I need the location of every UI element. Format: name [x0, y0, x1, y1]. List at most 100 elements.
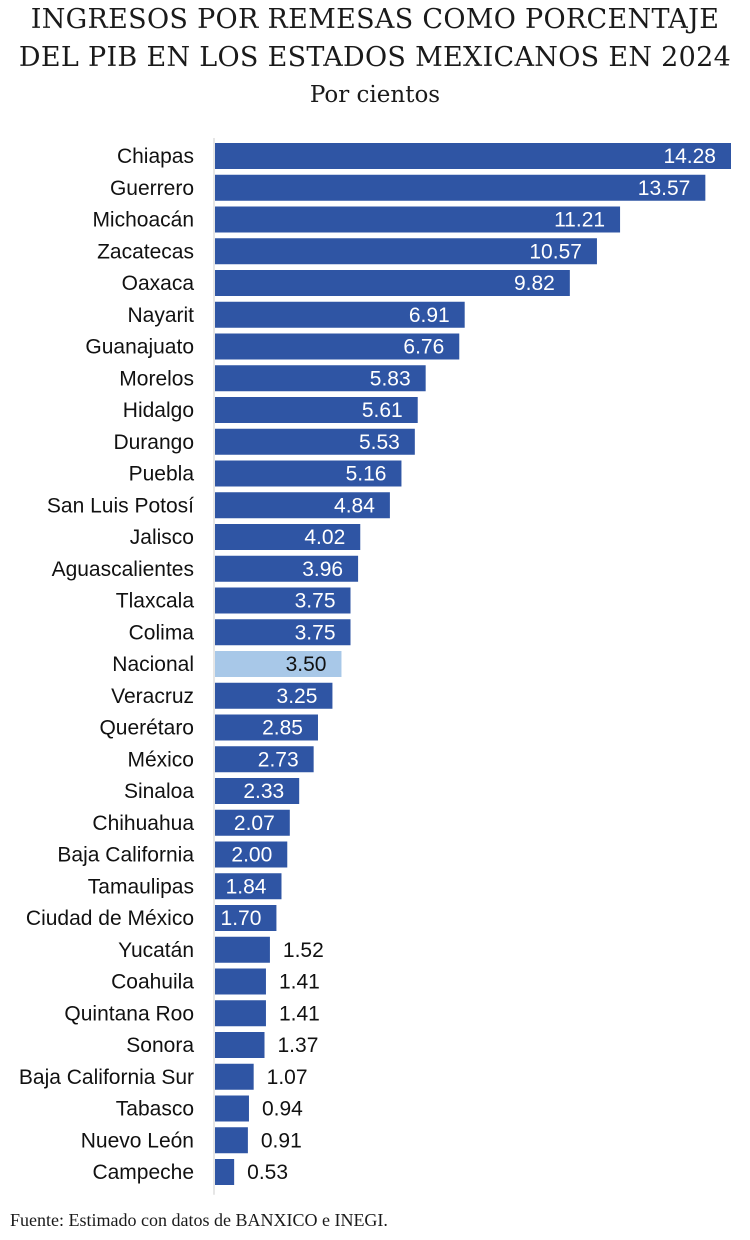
- category-label: Campeche: [92, 1161, 194, 1184]
- bar: [215, 778, 300, 804]
- value-label: 1.37: [278, 1034, 319, 1057]
- category-label: Tlaxcala: [116, 590, 195, 613]
- category-label: Chiapas: [117, 145, 194, 168]
- value-label: 6.76: [403, 336, 444, 359]
- bar: [215, 714, 318, 741]
- category-label: Nacional: [112, 653, 194, 676]
- value-label: 5.61: [362, 399, 403, 422]
- value-label: 10.57: [529, 240, 582, 263]
- value-label: 2.85: [262, 717, 303, 740]
- value-label: 1.70: [221, 907, 262, 930]
- bar: [215, 143, 731, 169]
- bar: [215, 555, 359, 582]
- bar: [215, 1032, 265, 1058]
- category-label: Yucatán: [118, 939, 194, 962]
- value-label: 0.91: [261, 1129, 302, 1152]
- bar: [215, 936, 270, 963]
- bar: [215, 1063, 254, 1090]
- bar: [215, 746, 314, 773]
- category-label: Puebla: [129, 463, 195, 486]
- bar: [215, 301, 465, 328]
- value-label: 11.21: [554, 209, 605, 232]
- category-label: Oaxaca: [122, 272, 195, 295]
- bar-chart: Chiapas 14.28 Guerrero 13.57 Michoacán 11.21 Z…: [19, 138, 731, 1195]
- source-note: Fuente: Estimado con datos de BANXICO e …: [10, 1210, 388, 1230]
- category-label: Durango: [113, 431, 194, 454]
- category-label: Chihuahua: [92, 812, 194, 835]
- value-label: 4.02: [304, 526, 345, 549]
- value-label: 1.41: [279, 1002, 320, 1025]
- bar: [215, 1095, 249, 1122]
- category-label: Sinaloa: [124, 780, 194, 803]
- category-label: Coahuila: [111, 971, 194, 994]
- value-label: 1.41: [279, 971, 320, 994]
- category-label: Zacatecas: [97, 240, 194, 263]
- value-label: 2.07: [234, 812, 275, 835]
- bar: [215, 682, 333, 709]
- category-label: Ciudad de México: [26, 907, 194, 930]
- value-label: 9.82: [514, 272, 555, 295]
- category-label: Hidalgo: [123, 399, 194, 422]
- category-label: Guerrero: [110, 177, 194, 200]
- bar: [215, 365, 426, 392]
- value-label: 5.16: [346, 463, 387, 486]
- bar: [215, 1000, 266, 1027]
- bar: [215, 873, 282, 900]
- value-label: 0.94: [262, 1098, 303, 1121]
- bar: [215, 206, 621, 233]
- bar: [215, 619, 351, 646]
- category-label: Veracruz: [111, 685, 194, 708]
- category-label: Tamaulipas: [88, 875, 194, 898]
- category-label: Guanajuato: [85, 336, 194, 359]
- category-label: Nuevo León: [81, 1129, 194, 1152]
- value-label: 2.00: [231, 844, 272, 867]
- bar: [215, 428, 415, 455]
- value-label: 1.07: [267, 1066, 308, 1089]
- value-label: 13.57: [638, 177, 691, 200]
- category-label: Sonora: [126, 1034, 194, 1057]
- value-label: 3.75: [295, 621, 336, 644]
- category-label: Baja California: [57, 844, 194, 867]
- category-label: México: [127, 748, 194, 771]
- category-label: Tabasco: [116, 1098, 194, 1121]
- value-label: 2.73: [258, 748, 299, 771]
- bar: [215, 270, 570, 296]
- category-label: Aguascalientes: [52, 558, 194, 581]
- bar: [215, 333, 460, 360]
- category-label: San Luis Potosí: [47, 494, 194, 517]
- category-label: Nayarit: [127, 304, 194, 327]
- bar: [215, 651, 342, 677]
- value-label: 0.53: [247, 1161, 288, 1184]
- category-label: Querétaro: [99, 717, 194, 740]
- value-label: 4.84: [334, 494, 375, 517]
- bar: [215, 492, 390, 519]
- bar: [215, 809, 290, 836]
- value-label: 14.28: [663, 145, 716, 168]
- category-label: Morelos: [119, 367, 194, 390]
- bar: [215, 397, 418, 423]
- bar: [215, 968, 266, 995]
- bar: [215, 238, 597, 265]
- bar: [215, 174, 706, 201]
- bar: [215, 1127, 248, 1154]
- bar: [215, 841, 288, 868]
- bar: [215, 1159, 235, 1185]
- bar: [215, 524, 361, 550]
- value-label: 2.33: [243, 780, 284, 803]
- value-label: 5.83: [370, 367, 411, 390]
- value-label: 6.91: [409, 304, 450, 327]
- value-label: 1.84: [226, 875, 267, 898]
- category-label: Michoacán: [92, 209, 194, 232]
- value-label: 3.75: [295, 590, 336, 613]
- chart-title-line1: INGRESOS POR REMESAS COMO PORCENTAJE: [30, 4, 720, 35]
- value-label: 1.52: [283, 939, 324, 962]
- bar: [215, 587, 351, 614]
- category-label: Quintana Roo: [64, 1002, 194, 1025]
- chart-subtitle: Por cientos: [309, 82, 441, 108]
- category-label: Jalisco: [130, 526, 194, 549]
- bar: [215, 460, 402, 487]
- bar: [215, 905, 277, 931]
- value-label: 3.96: [302, 558, 343, 581]
- category-label: Colima: [129, 621, 195, 644]
- value-label: 5.53: [359, 431, 400, 454]
